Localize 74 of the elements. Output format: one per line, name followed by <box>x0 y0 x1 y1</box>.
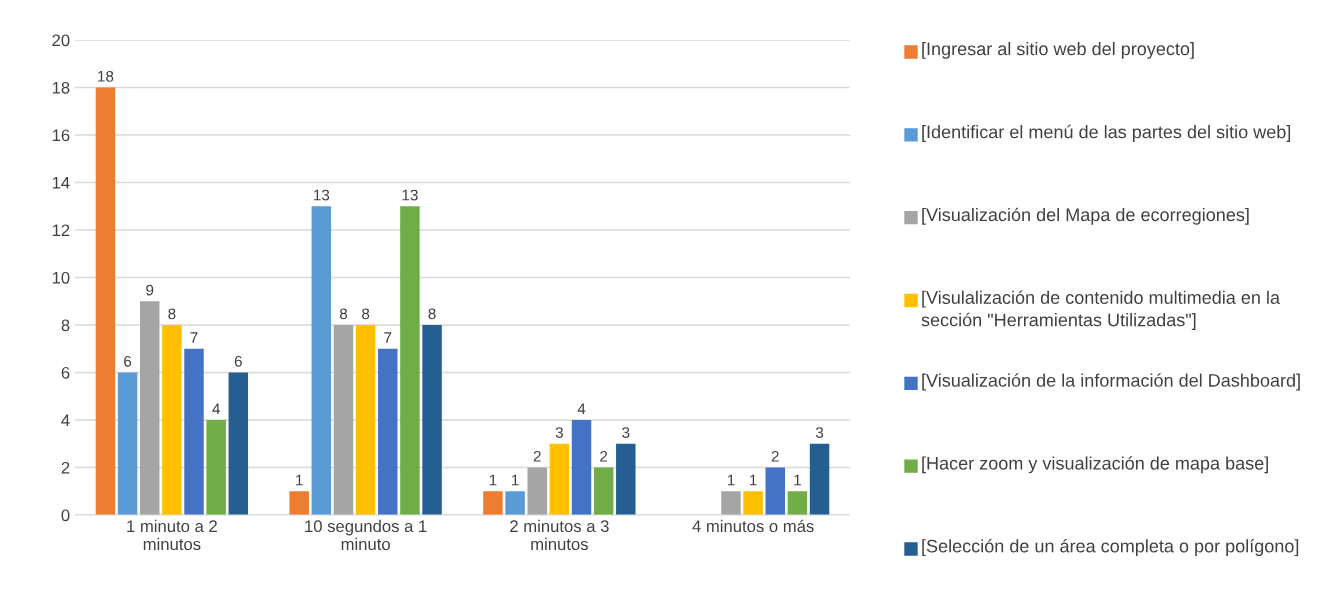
data-label: 2 <box>533 450 541 462</box>
data-label: 8 <box>362 308 370 320</box>
y-tick-label: 2 <box>61 461 70 474</box>
data-label: 2 <box>771 450 779 462</box>
legend-label: [Ingresar al sitio web del proyecto] <box>922 42 1194 59</box>
bar <box>117 372 138 515</box>
legend-label: [Visulalización de contenido multimedia en la sección "Herramientas Utilizadas"] <box>921 290 1280 330</box>
bar <box>593 467 614 515</box>
bar <box>571 420 592 515</box>
data-label: 1 <box>794 474 801 486</box>
x-tick-label: 1 minuto a 2 minutos <box>127 519 217 551</box>
x-tick-label: 4 minutos o más <box>692 519 814 533</box>
data-label: 2 <box>600 450 608 462</box>
bar <box>355 325 376 515</box>
data-label: 4 <box>577 403 586 415</box>
data-label: 3 <box>815 427 824 438</box>
data-label: 1 <box>489 474 497 486</box>
bar <box>527 467 547 515</box>
data-label: 8 <box>339 308 348 320</box>
legend-label: [Visualización de la información del Dashboard] <box>922 373 1300 391</box>
data-label: 1 <box>296 474 303 486</box>
y-tick-label: 14 <box>52 177 70 189</box>
bar <box>743 491 763 515</box>
bar <box>228 372 249 515</box>
data-label: 4 <box>212 403 220 415</box>
y-tick-label: 6 <box>61 366 70 379</box>
data-label: 1 <box>750 474 757 486</box>
bar <box>333 325 354 515</box>
y-tick-label: 18 <box>52 81 70 94</box>
y-tick-label: 0 <box>61 509 70 522</box>
legend-label: [Identificar el menú de las partes del sitio web] <box>922 124 1291 142</box>
y-tick-label: 16 <box>52 129 70 142</box>
data-label: 18 <box>98 70 114 82</box>
y-tick-label: 8 <box>61 319 70 332</box>
bar <box>139 301 160 515</box>
bar <box>505 491 525 515</box>
y-tick-label: 4 <box>61 414 70 427</box>
data-label: 1 <box>512 474 519 486</box>
bar <box>95 87 116 515</box>
data-label: 6 <box>234 355 242 367</box>
data-label: 9 <box>146 284 154 296</box>
x-tick-label: 2 minutos a 3 minutos <box>510 519 609 551</box>
legend-label: [Visualización del Mapa de ecorregiones] <box>922 207 1249 225</box>
y-tick-label: 20 <box>52 34 70 47</box>
bar <box>809 443 830 515</box>
legend-label: [Selección de un área completa o por polígono] <box>922 539 1299 557</box>
data-label: 13 <box>314 189 330 201</box>
bar <box>616 443 636 515</box>
data-label: 1 <box>727 474 735 486</box>
x-tick-label: 10 segundos a 1 minuto <box>305 519 427 551</box>
data-label: 3 <box>622 427 630 438</box>
bar <box>721 491 741 515</box>
bar <box>400 206 420 515</box>
bar <box>378 348 398 515</box>
legend-label: [Hacer zoom y visualización de mapa base] <box>922 456 1268 474</box>
y-tick-label: 10 <box>52 271 70 284</box>
bar <box>765 467 786 515</box>
bar <box>184 348 204 515</box>
bar <box>787 491 808 515</box>
bar <box>162 325 182 515</box>
bar <box>549 443 570 515</box>
data-label: 8 <box>168 308 176 320</box>
data-label: 6 <box>124 355 132 367</box>
data-label: 7 <box>384 332 392 343</box>
bar <box>311 206 332 515</box>
bar <box>483 491 503 515</box>
data-label: 3 <box>555 427 563 438</box>
bar <box>289 491 309 515</box>
bar <box>422 325 442 515</box>
data-label: 7 <box>190 332 198 343</box>
data-label: 8 <box>428 308 436 320</box>
y-tick-label: 12 <box>52 224 70 237</box>
bar <box>206 420 226 515</box>
data-label: 13 <box>402 189 418 201</box>
